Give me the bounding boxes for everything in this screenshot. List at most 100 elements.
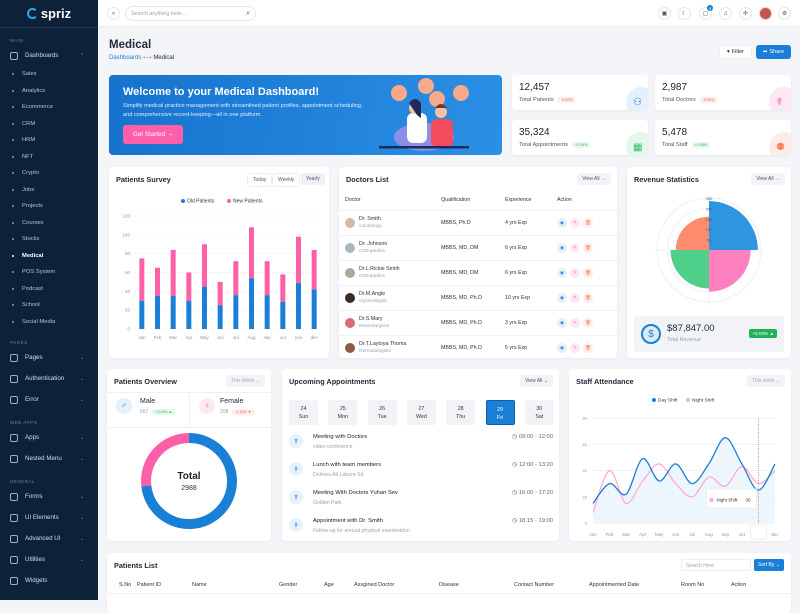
- filter-button[interactable]: ▾ Filter: [719, 45, 752, 59]
- filter-today[interactable]: Today: [247, 173, 273, 187]
- sidebar-subitem-medical[interactable]: Medical: [0, 248, 98, 265]
- sidebar-item-apps[interactable]: Apps ⌄: [0, 427, 98, 448]
- appointments-view-all-button[interactable]: View All ⌄: [520, 375, 553, 387]
- day-weekday: Thu: [456, 414, 466, 420]
- delete-button[interactable]: 🗑: [583, 217, 593, 228]
- sidebar-item-dashboards[interactable]: Dashboards ⌃: [0, 45, 98, 66]
- edit-button[interactable]: ✎: [570, 242, 580, 253]
- sidebar-subitem-analytics[interactable]: Analytics: [0, 83, 98, 100]
- sidebar-subitem-courses[interactable]: Courses: [0, 215, 98, 232]
- delete-button[interactable]: 🗑: [583, 342, 593, 353]
- delete-button[interactable]: 🗑: [583, 317, 593, 328]
- edit-button[interactable]: ✎: [570, 292, 580, 303]
- doctor-name[interactable]: Dr.S.Mary: [359, 315, 383, 322]
- patients-search-input[interactable]: Search Here: [681, 559, 751, 571]
- get-started-button[interactable]: Get Started →: [123, 125, 183, 144]
- sidebar-item-utilities[interactable]: Utilities ⌄: [0, 549, 98, 570]
- share-button[interactable]: ➦ Share: [756, 45, 791, 59]
- sidebar-subitem-stocks[interactable]: Stocks: [0, 231, 98, 248]
- sidebar-subitem-crypto[interactable]: Crypto: [0, 165, 98, 182]
- day-28[interactable]: 28 Thu: [446, 400, 476, 425]
- settings-icon[interactable]: ⚙: [778, 7, 791, 20]
- edit-button[interactable]: ✎: [570, 267, 580, 278]
- sidebar-subitem-sales[interactable]: Sales: [0, 66, 98, 83]
- sidebar-subitem-ecommerce[interactable]: Ecommerce: [0, 99, 98, 116]
- sort-by-button[interactable]: Sort By ⌄: [754, 559, 784, 571]
- doctor-name[interactable]: Dr.T.Laytoya Thoma: [359, 340, 407, 347]
- experience: 10 yrs Exp: [499, 284, 551, 310]
- delete-button[interactable]: 🗑: [583, 267, 593, 278]
- sidebar-item-authentication[interactable]: Authentication ⌄: [0, 368, 98, 389]
- sidebar-subitem-jobs[interactable]: Jobs: [0, 182, 98, 199]
- doctor-name[interactable]: Dr. Smith: [359, 215, 381, 222]
- tick-label: 60: [583, 442, 588, 447]
- view-button[interactable]: ◉: [557, 217, 567, 228]
- cart-icon[interactable]: ▢ 5: [699, 5, 713, 20]
- sidebar-item-nested-menu[interactable]: Nested Menu ⌄: [0, 448, 98, 469]
- view-button[interactable]: ◉: [557, 242, 567, 253]
- doctor-name[interactable]: Dr.L.Rickie Smtih: [359, 265, 400, 272]
- sidebar-subitem-crm[interactable]: CRM: [0, 116, 98, 133]
- stat-value: 35,324: [519, 127, 550, 138]
- view-button[interactable]: ◉: [557, 267, 567, 278]
- sidebar-item-advanced-ui[interactable]: Advanced UI ⌄: [0, 528, 98, 549]
- sidebar-subitem-school[interactable]: School: [0, 297, 98, 314]
- day-26[interactable]: 26 Tue: [367, 400, 397, 425]
- total-revenue-box: $ $87,847.00 Total Revenue +5.03% ▲: [634, 316, 784, 352]
- overview-period-dropdown[interactable]: This Week ⌄: [225, 375, 265, 387]
- theme-icon[interactable]: ☾: [678, 7, 691, 20]
- day-30[interactable]: 30 Sat: [524, 400, 554, 425]
- attendance-period-dropdown[interactable]: This week ⌄: [746, 375, 785, 387]
- sidebar-section-label: GENERAL: [10, 479, 36, 484]
- doctors-view-all-button[interactable]: View All →: [577, 173, 611, 185]
- sidebar-subitem-social-media[interactable]: Social Media: [0, 314, 98, 331]
- sidebar-item-pages[interactable]: Pages ⌄: [0, 347, 98, 368]
- revenue-view-all-button[interactable]: View All →: [751, 173, 785, 185]
- table-row: Dr.M.Angle Gynecologist MBBS, MD, Ph.D 10 y…: [339, 284, 617, 310]
- notification-icon[interactable]: ♫: [719, 7, 732, 20]
- doctor-name[interactable]: Dr. Johnson: [359, 240, 388, 247]
- sidebar-item-widgets[interactable]: Widgets: [0, 570, 98, 591]
- logo[interactable]: spriz: [0, 0, 98, 28]
- view-button[interactable]: ◉: [557, 317, 567, 328]
- collapse-sidebar-button[interactable]: «: [107, 7, 120, 20]
- appointment-item[interactable]: ☤ Lunch with team members Dolores Ait Labo…: [289, 462, 553, 490]
- delete-button[interactable]: 🗑: [583, 242, 593, 253]
- day-25[interactable]: 25 Mon: [328, 400, 358, 425]
- edit-button[interactable]: ✎: [570, 317, 580, 328]
- appointment-item[interactable]: ☤ Appointment with Dr. Smith Follow-up for…: [289, 518, 553, 546]
- day-27[interactable]: 27 Wed: [406, 400, 436, 425]
- view-button[interactable]: ◉: [557, 342, 567, 353]
- chevron-icon: ⌄: [79, 535, 84, 542]
- breadcrumb-dashboards[interactable]: Dashboards: [109, 55, 142, 61]
- fullscreen-icon[interactable]: ✣: [739, 7, 752, 20]
- day-29[interactable]: 29 Fri: [485, 400, 515, 425]
- stethoscope-icon: ☤: [289, 518, 303, 532]
- filter-yearly[interactable]: Yearly: [301, 173, 325, 185]
- column-header: Experience: [505, 197, 532, 204]
- sidebar-item-error[interactable]: Error ⌄: [0, 389, 98, 410]
- sidebar-item-forms[interactable]: Forms ⌄: [0, 486, 98, 507]
- stat-value: 12,457: [519, 82, 550, 93]
- appointment-item[interactable]: ☤ Meeting With Doctors Yuhan Sev Golden Pa…: [289, 490, 553, 518]
- sidebar-subitem-projects[interactable]: Projects: [0, 198, 98, 215]
- filter-weekly[interactable]: Weekly: [272, 173, 301, 187]
- sidebar-subitem-pos-system[interactable]: POS System: [0, 264, 98, 281]
- polar-segment-4: [675, 216, 709, 250]
- avatar[interactable]: [759, 7, 772, 20]
- sidebar-subitem-hrm[interactable]: HRM: [0, 132, 98, 149]
- view-button[interactable]: ◉: [557, 292, 567, 303]
- edit-button[interactable]: ✎: [570, 342, 580, 353]
- male-count: 567: [140, 409, 149, 415]
- sidebar-subitem-nft[interactable]: NFT: [0, 149, 98, 166]
- search-input[interactable]: Search anything here ... ⌕: [125, 6, 256, 21]
- sidebar-subitem-podcast[interactable]: Podcast: [0, 281, 98, 298]
- doctor-name[interactable]: Dr.M.Angle: [359, 290, 386, 297]
- sidebar-item-ui-elements[interactable]: UI Elements ⌄: [0, 507, 98, 528]
- delete-button[interactable]: 🗑: [583, 292, 593, 303]
- language-icon[interactable]: ▣: [658, 7, 671, 20]
- male-label: Male: [140, 398, 156, 405]
- appointment-item[interactable]: ☤ Meeting with Doctors video conference ◷ 0…: [289, 434, 553, 462]
- edit-button[interactable]: ✎: [570, 217, 580, 228]
- day-24[interactable]: 24 Sun: [289, 400, 318, 425]
